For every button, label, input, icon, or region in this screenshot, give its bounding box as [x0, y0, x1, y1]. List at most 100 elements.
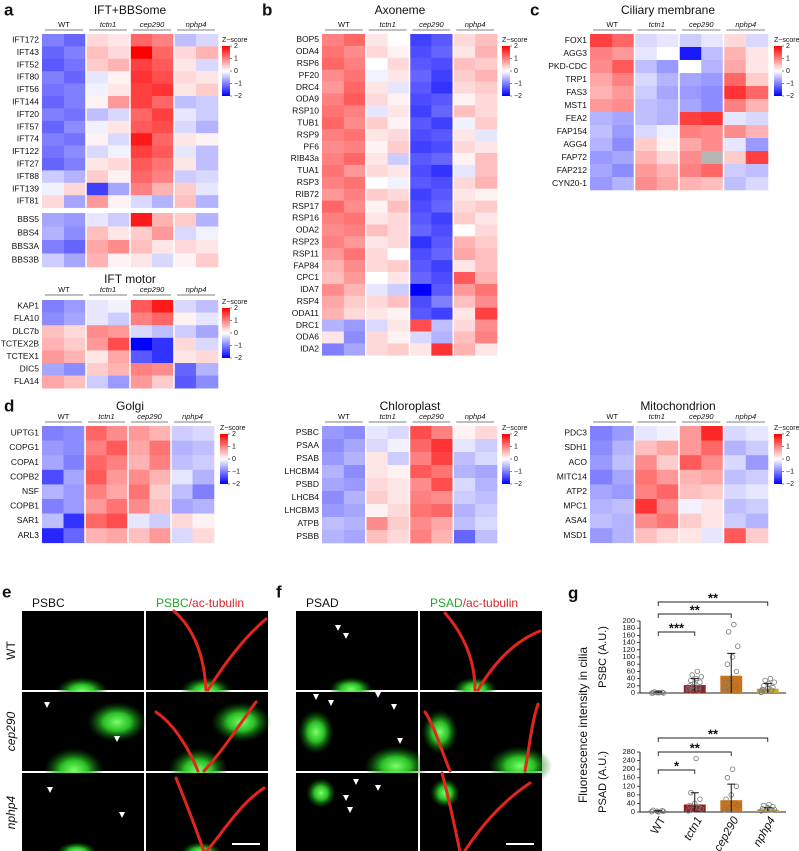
column-header: cep290 [689, 412, 714, 421]
heatmap-cell [409, 141, 432, 154]
heatmap-cell [453, 491, 476, 505]
heatmap-cell [174, 195, 197, 208]
heatmap-cell [152, 158, 175, 171]
heatmap-cell [409, 176, 432, 189]
colorbar-tick-label: −2 [232, 481, 240, 488]
row-label: BBS4 [17, 228, 39, 238]
heatmap-cell [431, 343, 454, 356]
heatmap-cell [745, 151, 769, 165]
heatmap-cell [174, 375, 197, 389]
heatmap-cell [152, 337, 175, 351]
heatmap-cell [475, 248, 498, 261]
heatmap-cell [130, 158, 153, 171]
heatmap-cell [453, 200, 476, 213]
arrowhead [328, 700, 334, 706]
heatmap-cell [723, 513, 747, 529]
colorbar-label: Z−score [502, 425, 528, 432]
heatmap-cell [152, 182, 175, 196]
column-header: cep290 [689, 20, 714, 29]
heatmap-cell [128, 513, 150, 529]
heatmap-cell [64, 34, 87, 47]
heatmap-cell [387, 260, 410, 273]
heatmap-cell [612, 513, 635, 529]
heatmap-cell [409, 465, 432, 479]
heatmap-cell [152, 240, 175, 254]
heatmap-cell [343, 81, 367, 94]
heatmap-cell [64, 226, 87, 241]
heatmap-cell [475, 129, 498, 142]
row-label: IFT139 [12, 183, 39, 193]
heatmap-cell [322, 81, 345, 94]
colorbar-tick-label: 0 [514, 68, 518, 75]
heatmap-cell [343, 105, 367, 118]
colorbar-tick-label: −2 [514, 93, 522, 100]
heatmap-cell [42, 312, 65, 326]
colorbar-tick-label: −1 [514, 468, 522, 475]
data-point [723, 679, 729, 685]
heatmap-cell [42, 455, 64, 471]
heatmap-cell [723, 112, 747, 126]
heatmap-cell [365, 491, 388, 505]
heatmap-cell [64, 240, 87, 254]
data-point [758, 689, 764, 695]
heatmap-cell [108, 58, 131, 72]
significance-bracket [657, 601, 769, 606]
heatmap-cell [431, 236, 454, 249]
heatmap-cell [322, 295, 345, 308]
heatmap-cell [108, 170, 131, 184]
heatmap-cell [634, 484, 658, 500]
heatmap-cell [130, 195, 153, 208]
heatmap-cell [343, 129, 367, 142]
heatmap-cell [322, 153, 345, 166]
heatmap-cell [42, 484, 64, 500]
heatmap-cell [86, 253, 109, 268]
flagellum [423, 710, 452, 773]
row-label: DIC5 [20, 364, 40, 374]
heatmap-cell [634, 528, 658, 544]
heatmap-cell [612, 151, 635, 165]
heatmap-cell [453, 164, 476, 178]
heatmap-cell [431, 272, 454, 285]
colorbar-tick-label: 1 [514, 443, 518, 450]
heatmap-cell [86, 182, 109, 196]
row-label: RSP6 [297, 58, 319, 68]
merge-label: PSBC/ac-tubulin [156, 596, 244, 610]
heatmap-cell [475, 164, 498, 178]
heatmap-cell [387, 117, 410, 130]
y-tick-label: 160 [622, 773, 635, 782]
heatmap-cell [723, 125, 747, 139]
row-label: FAP154 [557, 126, 588, 136]
heatmap-cell [475, 93, 498, 106]
heatmap-cell [590, 125, 613, 139]
heatmap-cell [409, 283, 432, 297]
heatmap-cell [343, 331, 367, 344]
heatmap-cell [409, 426, 432, 440]
error-bar [727, 783, 736, 812]
heatmap-cell [612, 60, 635, 74]
row-label: FAP72 [561, 152, 587, 162]
heatmap-cell [453, 69, 476, 82]
heatmap-cell [723, 440, 747, 456]
row-label: FAS3 [566, 87, 587, 97]
row-label: ODA11 [292, 308, 320, 318]
heatmap-cell [42, 325, 65, 339]
data-point [685, 685, 691, 692]
heatmap-cell [475, 530, 498, 544]
heatmap-cell [453, 93, 476, 106]
colorbar-tick-label: 2 [786, 43, 790, 50]
heatmap-cell [365, 283, 388, 297]
row-label: COPB2 [10, 471, 39, 481]
heatmap-cell [387, 141, 410, 154]
heatmap-cell [42, 213, 65, 227]
heatmap-cell [343, 248, 367, 261]
y-tick-label: 40 [627, 674, 635, 683]
heatmap-cell [409, 212, 432, 225]
heatmap-cell [322, 176, 345, 189]
heatmap-cell [409, 331, 432, 344]
heatmap-cell [431, 117, 454, 130]
heatmap-cell [409, 188, 432, 201]
heatmap-cell [152, 108, 175, 122]
heatmap-cell [174, 34, 197, 47]
y-label: PSAD (A.U.) [597, 751, 609, 813]
heatmap-cell [409, 129, 432, 142]
